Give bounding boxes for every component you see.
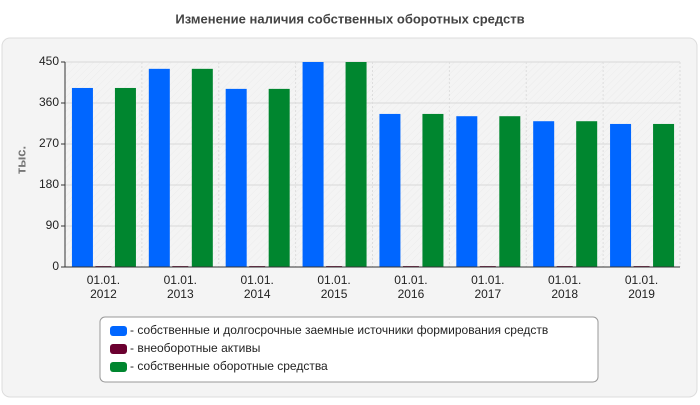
x-tick-label: 01.01. 2013 [163,273,197,301]
x-tick-label-box: 01.01. 2014 [240,273,274,301]
legend-swatch [110,326,127,336]
x-tick-label-box: 01.01. 2013 [163,273,197,301]
y-tick-label: 360 [39,95,59,109]
x-tick-label: 01.01. 2016 [394,273,428,301]
bar [345,62,367,267]
x-tick-label-box: 01.01. 2019 [624,273,659,301]
y-tick-label: 270 [39,136,59,150]
bar [422,113,444,267]
y-tick-label: 180 [39,177,59,191]
legend-label: - собственные оборотные средства [130,359,328,373]
bar [576,121,598,267]
bar [653,123,675,267]
chart-title: Изменение наличия собственных оборотных … [175,11,524,26]
legend-swatch [110,362,127,372]
x-tick-label: 01.01. 2012 [86,273,121,301]
x-tick-label-box: 01.01. 2015 [317,273,351,301]
x-tick-label: 01.01. 2017 [471,273,505,301]
bar [610,123,632,267]
x-tick-label: 01.01. 2018 [548,273,582,301]
bar [71,87,93,267]
legend-label: - собственные и долгосрочные заемные ист… [130,323,548,337]
legend-swatch [110,344,127,354]
bar [302,62,324,267]
bar [379,113,401,267]
bar [533,121,555,267]
bar [225,88,247,267]
legend-label: - внеоборотные активы [130,341,260,355]
y-tick-label: 90 [46,218,60,232]
x-tick-label-box: 01.01. 2017 [471,273,505,301]
x-tick-label-box: 01.01. 2018 [548,273,582,301]
x-tick-label: 01.01. 2019 [624,273,659,301]
x-tick-label: 01.01. 2015 [317,273,351,301]
y-tick-label: 0 [52,259,59,273]
y-axis-label: тыс. [13,146,28,174]
x-tick-label-box: 01.01. 2012 [86,273,121,301]
bar [268,88,290,267]
bar [499,116,521,267]
bar [456,116,478,267]
bar [148,68,170,267]
bar [191,68,213,267]
bar [114,87,136,267]
x-tick-label-box: 01.01. 2016 [394,273,428,301]
x-tick-label: 01.01. 2014 [240,273,274,301]
legend [99,316,599,383]
y-tick-label: 450 [39,54,59,68]
